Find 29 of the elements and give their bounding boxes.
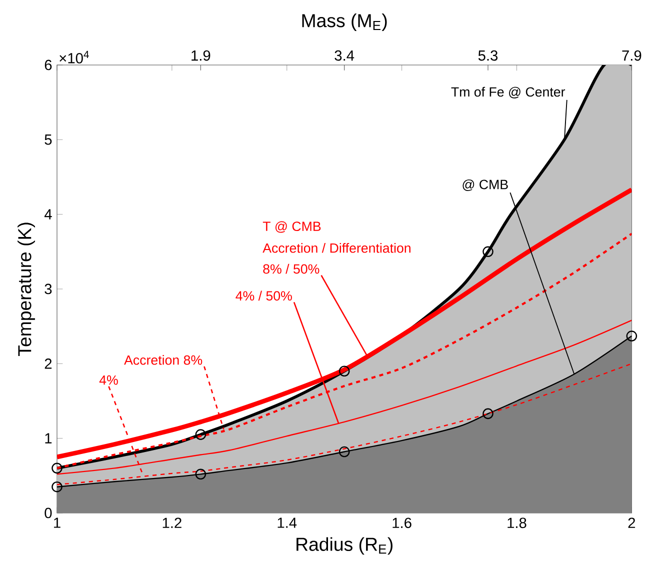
- x-tick-label: 1.2: [162, 518, 182, 528]
- annotation: 4%: [99, 375, 118, 385]
- y-tick-label: 2: [44, 358, 52, 369]
- y-tick-label: 4: [44, 209, 52, 220]
- y-tick-label: 6: [44, 60, 52, 70]
- text: 1.9: [192, 50, 210, 61]
- annotation: 4% / 50%: [236, 290, 292, 301]
- y-axis-title: Temperature (K): [18, 222, 35, 356]
- x-tick-label: 1.8: [508, 518, 526, 528]
- x-tick-label: 1.6: [392, 518, 412, 528]
- text: ×10$^{4}$: [60, 50, 89, 64]
- annotation: 8% / 50%: [263, 264, 320, 274]
- annotation: @ CMB: [462, 179, 508, 191]
- x-tick-label: 1.4: [278, 518, 297, 528]
- y-tick-label: 3: [44, 284, 52, 294]
- annotation: Accretion 8%: [124, 355, 202, 365]
- y-tick-label: 0: [44, 508, 52, 518]
- text: 3.4: [334, 50, 354, 61]
- x-tick-label: 2: [628, 518, 636, 528]
- y-tick-label: 1: [45, 433, 52, 444]
- text: 5.3: [478, 50, 498, 61]
- annotation: Accretion / Differentiation: [262, 243, 410, 253]
- x-tick-label: 1: [54, 518, 60, 528]
- annotation: T @ CMB: [262, 221, 321, 233]
- y-tick-label: 5: [44, 134, 52, 145]
- text: 7.9: [622, 50, 642, 61]
- x-axis-title: Radius (R$_{E}$): [296, 537, 392, 555]
- x2-axis-title: Mass (M$_{E}$): [302, 14, 387, 31]
- annotation: Tm of Fe @ Center: [451, 86, 566, 98]
